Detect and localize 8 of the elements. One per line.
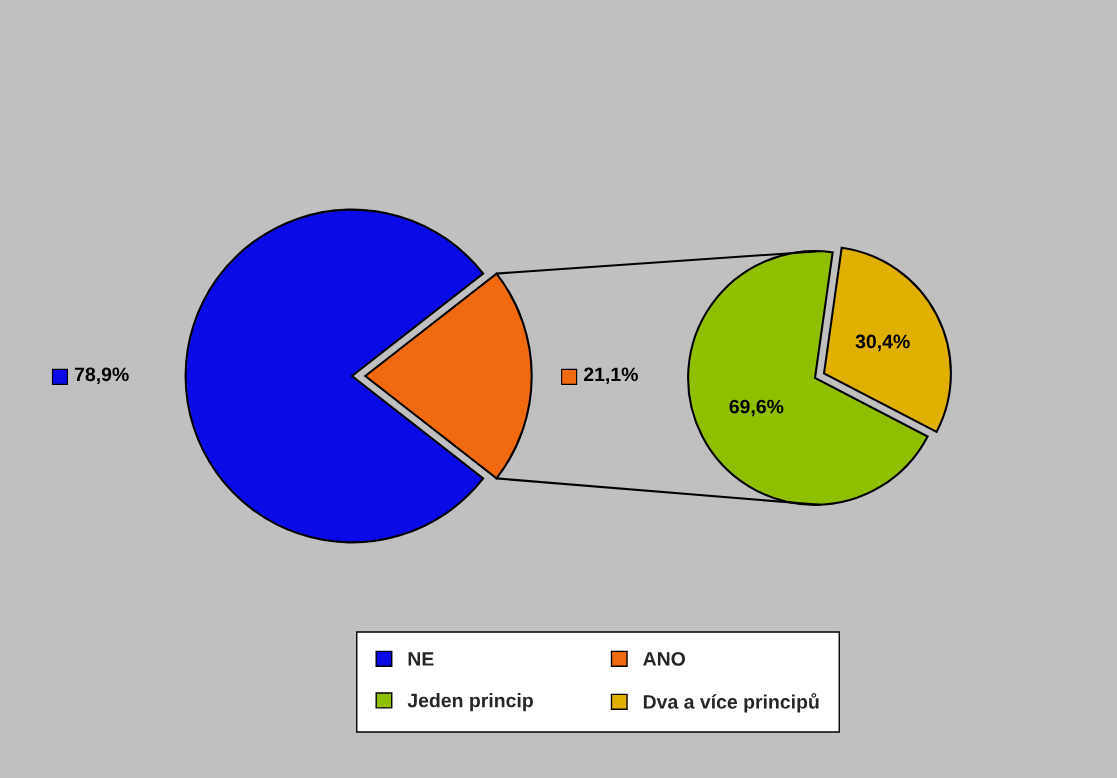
legend-label: Dva a více principů — [643, 692, 819, 713]
data-label: 30,4% — [855, 334, 910, 352]
legend-label: NE — [408, 652, 434, 666]
legend-label: Jeden princip — [407, 693, 533, 712]
legend-label: ANO — [643, 652, 685, 666]
data-label: 69,6% — [729, 399, 784, 417]
data-label: 21,1% — [583, 367, 638, 385]
data-label: 78,9% — [74, 367, 129, 385]
